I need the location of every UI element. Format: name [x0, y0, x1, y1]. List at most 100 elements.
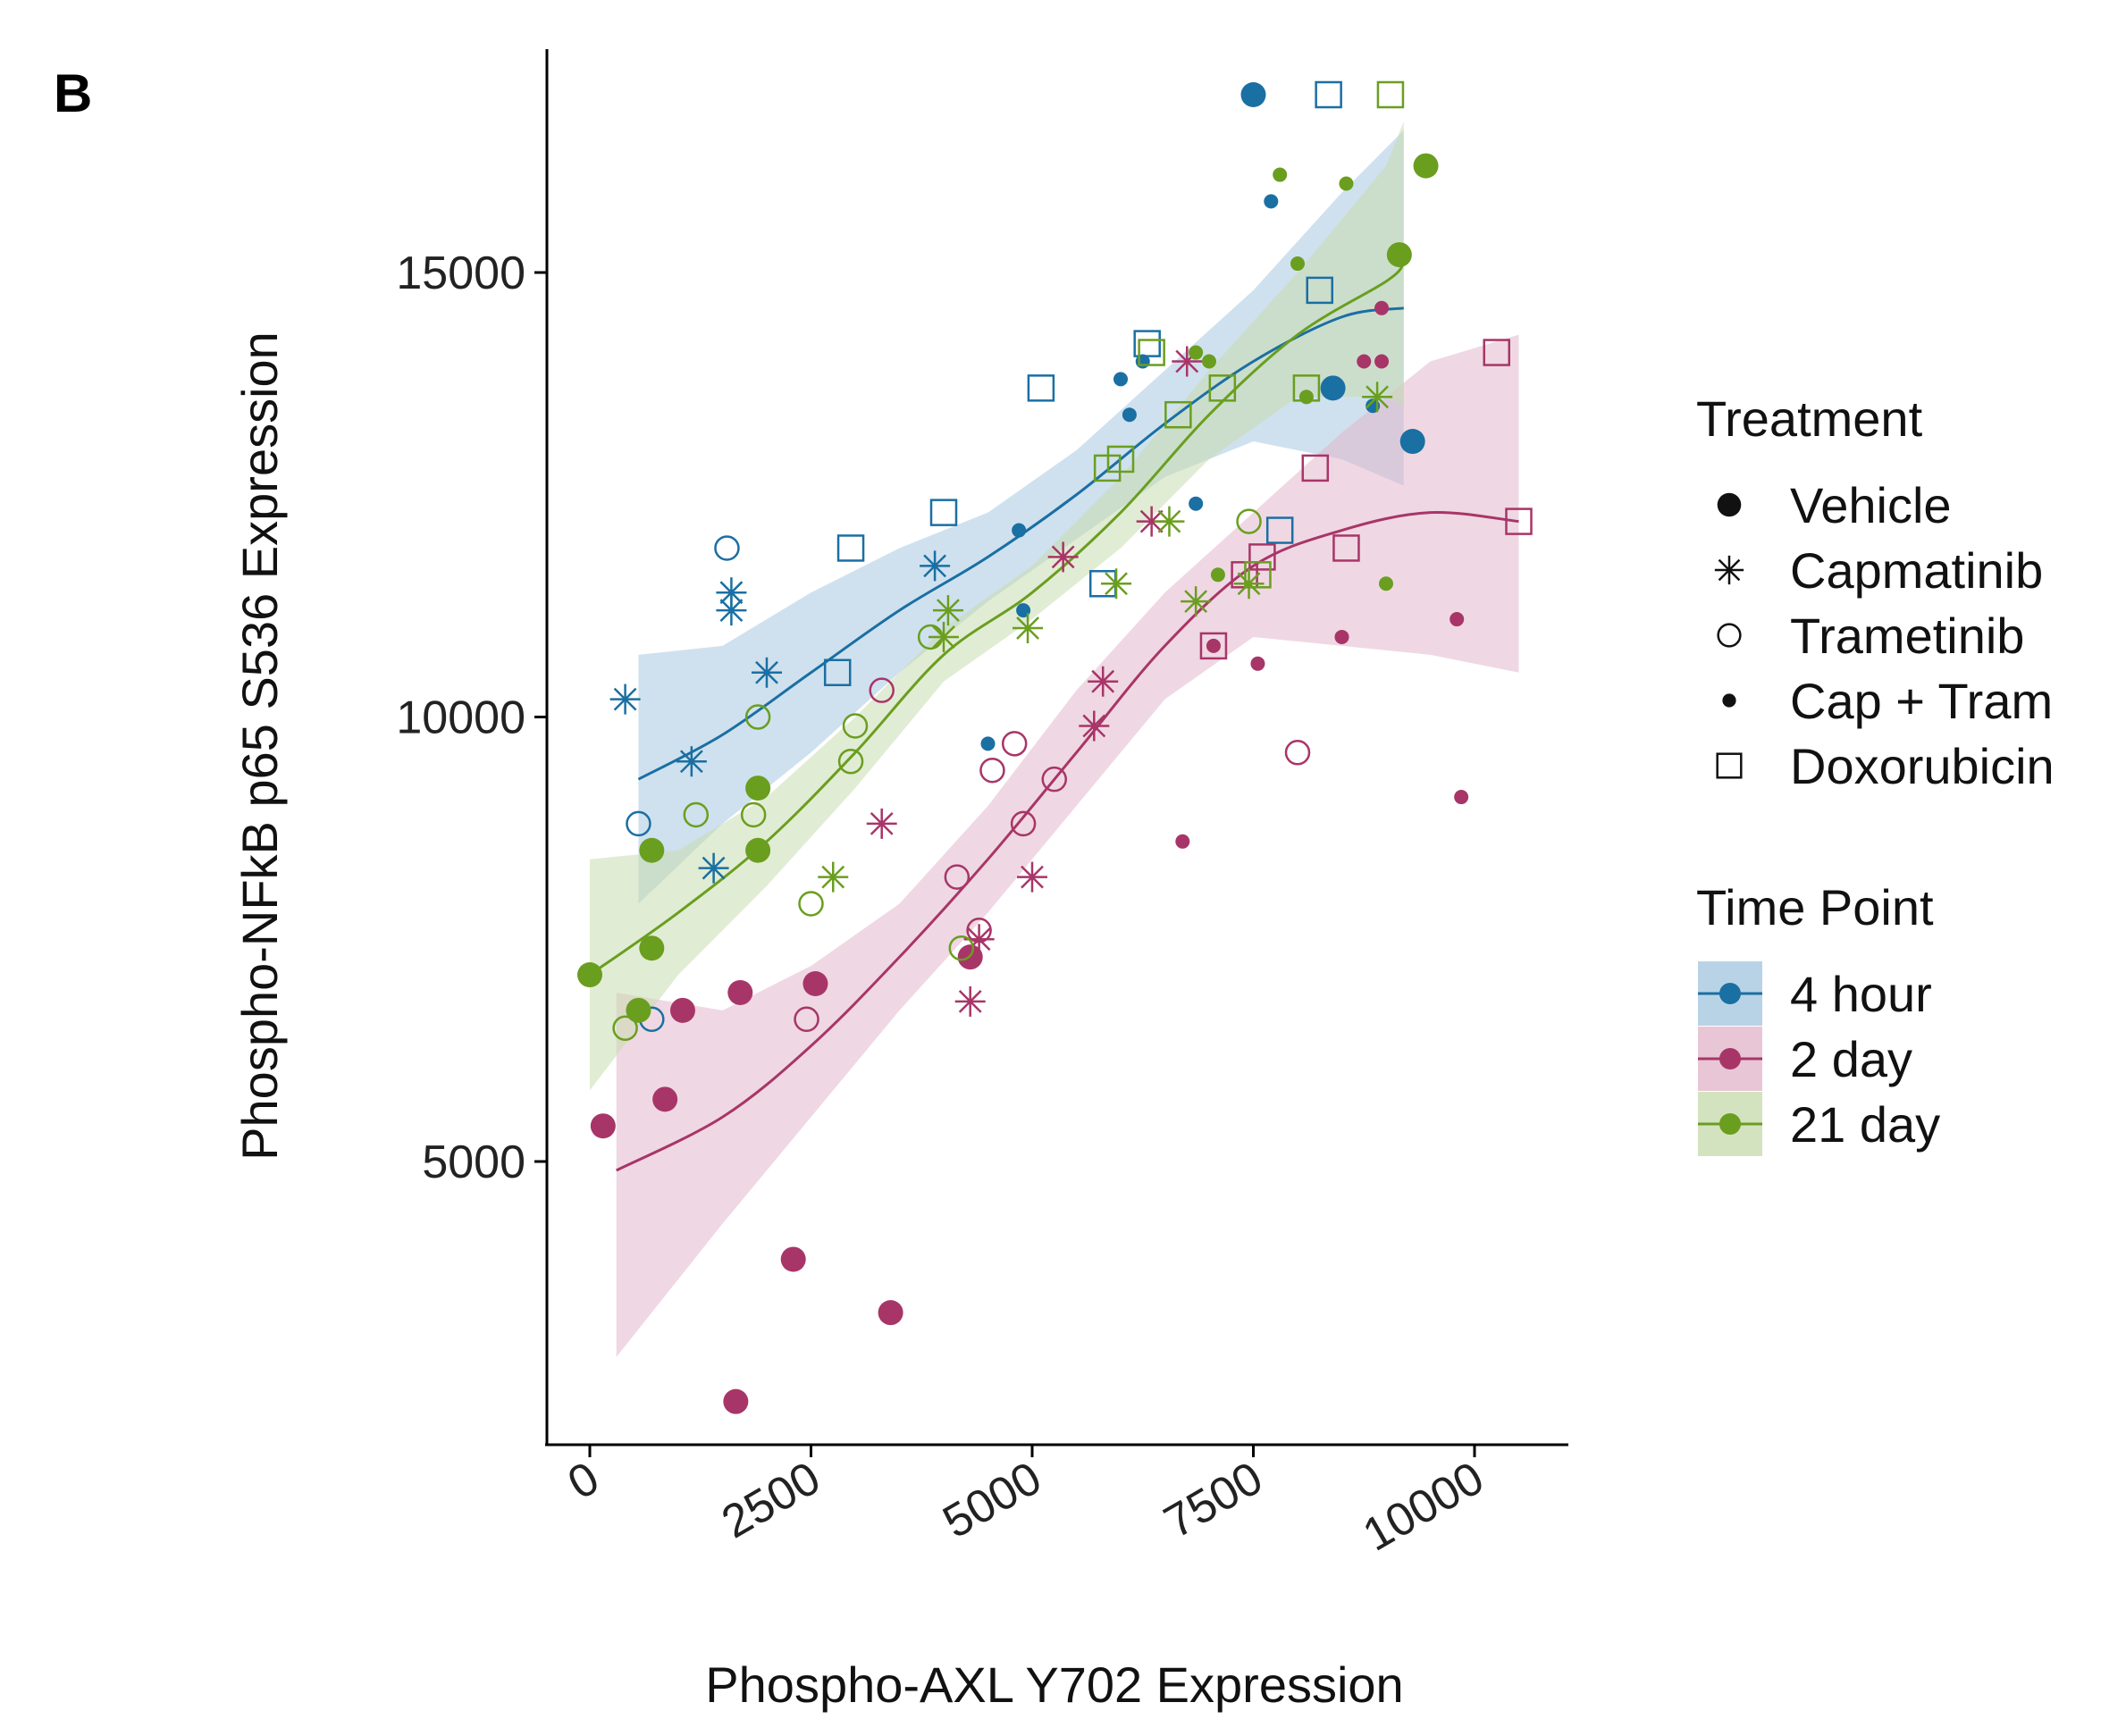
data-point-2d-cap_tram — [1334, 629, 1349, 644]
data-point-2d-cap_tram — [1374, 354, 1390, 369]
data-point-21d-cap_tram — [1339, 176, 1354, 191]
x-tick-label: 5000 — [935, 1452, 1050, 1548]
data-point-21d-trametinib — [798, 891, 824, 917]
data-point-4h-cap_tram — [1113, 372, 1128, 387]
data-point-4h-doxorubicin — [836, 534, 865, 562]
y-tick-label: 5000 — [422, 1136, 525, 1188]
data-point-4h-cap_tram — [1122, 407, 1137, 423]
data-points — [577, 80, 1533, 1414]
data-point-21d-capmatinib — [932, 595, 963, 626]
data-point-21d-capmatinib — [1181, 586, 1212, 617]
data-point-2d-trametinib — [869, 677, 895, 703]
data-point-21d-capmatinib — [1013, 613, 1044, 643]
data-point-2d-doxorubicin — [1483, 339, 1510, 366]
data-point-21d-doxorubicin — [1164, 400, 1192, 429]
data-point-21d-vehicle — [639, 837, 665, 863]
data-point-21d-trametinib — [842, 713, 869, 739]
legend-treatment-title: Treatment — [1696, 390, 1923, 447]
data-point-21d-cap_tram — [1273, 167, 1288, 182]
confidence-bands — [590, 121, 1519, 1357]
data-point-2d-capmatinib — [1088, 666, 1119, 697]
data-point-2d-vehicle — [803, 971, 828, 996]
data-point-4h-doxorubicin — [929, 499, 958, 526]
data-point-2d-trametinib — [1284, 740, 1311, 766]
data-point-21d-doxorubicin — [1138, 339, 1165, 366]
data-point-2d-doxorubicin — [1199, 632, 1228, 660]
y-tick-label: 15000 — [396, 247, 525, 299]
data-point-21d-cap_tram — [1298, 390, 1314, 405]
data-point-21d-doxorubicin — [1244, 561, 1272, 589]
legend: Treatment Vehicle Capmatinib Trametinib Cap… — [1696, 390, 2055, 1156]
data-point-4h-trametinib — [714, 535, 740, 561]
data-point-4h-cap_tram — [1264, 194, 1279, 209]
legend-label-doxorubicin: Doxorubicin — [1790, 738, 2055, 794]
data-point-21d-capmatinib — [1154, 506, 1185, 537]
legend-dot-21d — [1719, 1113, 1741, 1135]
x-axis-ticks: 0 2500 5000 7500 10000 — [559, 1445, 1492, 1562]
legend-dot-4h — [1719, 983, 1741, 1004]
data-point-4h-cap_tram — [1012, 523, 1027, 538]
x-tick-label: 7500 — [1155, 1452, 1271, 1548]
data-point-2d-vehicle — [669, 997, 695, 1023]
data-point-4h-cap_tram — [1189, 496, 1204, 511]
data-point-21d-trametinib — [683, 801, 710, 828]
data-point-2d-vehicle — [723, 1388, 749, 1414]
data-point-4h-capmatinib — [716, 595, 747, 626]
legend-label-capmatinib: Capmatinib — [1790, 542, 2043, 599]
data-point-4h-doxorubicin — [1027, 374, 1055, 402]
data-point-2d-cap_tram — [1374, 300, 1390, 315]
data-point-2d-trametinib — [1001, 731, 1028, 757]
data-point-2d-trametinib — [1010, 810, 1037, 837]
data-point-2d-cap_tram — [1206, 638, 1221, 653]
x-axis-title: Phospho-AXL Y702 Expression — [705, 1656, 1403, 1713]
data-point-2d-capmatinib — [1017, 861, 1047, 893]
data-point-4h-capmatinib — [752, 657, 782, 688]
data-point-4h-doxorubicin — [1315, 80, 1342, 109]
data-point-4h-doxorubicin — [1133, 330, 1161, 357]
x-tick-label: 0 — [559, 1452, 608, 1510]
data-point-4h-trametinib — [626, 810, 651, 837]
legend-label-cap_tram: Cap + Tram — [1790, 673, 2053, 729]
data-point-2d-cap_tram — [1175, 834, 1190, 849]
data-point-21d-trametinib — [837, 749, 864, 775]
data-point-21d-doxorubicin — [1376, 80, 1405, 109]
data-point-21d-capmatinib — [818, 861, 849, 893]
confidence-band-2d — [616, 334, 1519, 1357]
data-point-2d-vehicle — [652, 1086, 678, 1112]
data-point-21d-doxorubicin — [1106, 445, 1135, 474]
panel-label: B — [54, 63, 92, 123]
legend-time-title: Time Point — [1696, 879, 1934, 935]
legend-key-trametinib — [1717, 623, 1742, 648]
data-point-4h-vehicle — [1320, 375, 1346, 401]
data-point-2d-cap_tram — [1454, 790, 1469, 805]
data-point-21d-capmatinib — [1233, 568, 1265, 600]
data-point-4h-doxorubicin — [823, 658, 852, 686]
data-point-2d-trametinib — [979, 757, 1005, 784]
data-point-21d-doxorubicin — [1292, 374, 1321, 402]
data-point-2d-cap_tram — [1450, 612, 1465, 627]
data-point-2d-trametinib — [944, 864, 971, 890]
x-tick-label: 2500 — [713, 1452, 828, 1548]
data-point-21d-vehicle — [639, 935, 665, 961]
data-point-21d-vehicle — [745, 776, 771, 801]
data-point-21d-cap_tram — [1290, 256, 1305, 272]
data-point-21d-capmatinib — [1362, 382, 1393, 413]
data-point-21d-doxorubicin — [1208, 374, 1237, 402]
data-point-2d-capmatinib — [1047, 541, 1079, 573]
legend-label-4h: 4 hour — [1790, 966, 1932, 1022]
y-tick-label: 10000 — [396, 692, 525, 744]
data-point-4h-vehicle — [1240, 82, 1266, 107]
data-point-2d-doxorubicin — [1505, 507, 1533, 535]
data-point-2d-capmatinib — [954, 985, 986, 1017]
legend-label-vehicle: Vehicle — [1790, 477, 1952, 533]
data-point-21d-vehicle — [1413, 153, 1439, 179]
data-point-2d-vehicle — [590, 1113, 616, 1139]
legend-label-trametinib: Trametinib — [1790, 608, 2024, 664]
data-point-21d-trametinib — [917, 624, 944, 650]
data-point-21d-vehicle — [626, 997, 651, 1023]
legend-label-21d: 21 day — [1790, 1096, 1940, 1153]
data-point-2d-vehicle — [780, 1246, 806, 1272]
data-point-21d-cap_tram — [1189, 345, 1204, 360]
legend-label-2d: 2 day — [1790, 1031, 1912, 1087]
